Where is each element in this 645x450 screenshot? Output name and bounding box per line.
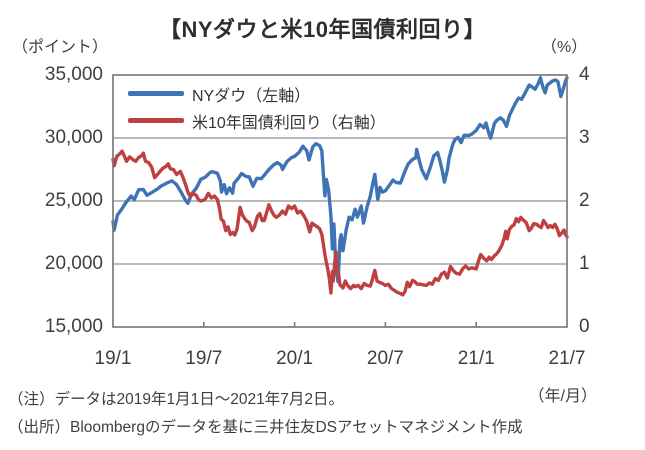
y-left-tick-label: 25,000 xyxy=(44,190,103,211)
source-text: （出所）Bloombergのデータを基に三井住友DSアセットマネジメント作成 xyxy=(8,419,523,436)
y-left-tick-label: 20,000 xyxy=(44,253,103,274)
legend-item: 米10年国債利回り（右軸） xyxy=(128,107,386,134)
chart-canvas xyxy=(111,74,569,328)
x-tick-label: 20/7 xyxy=(366,348,404,369)
y-right-tick-label: 1 xyxy=(579,253,590,274)
x-axis-unit-label: （年/月） xyxy=(528,388,597,405)
legend-label: 米10年国債利回り（右軸） xyxy=(192,114,386,132)
y-right-unit-label: （%） xyxy=(541,39,588,56)
chart-title: 【NYダウと米10年国債利回り】 xyxy=(158,17,487,42)
y-right-tick-label: 0 xyxy=(579,316,590,337)
series-line-yield xyxy=(111,149,569,297)
legend-label: NYダウ（左軸） xyxy=(192,87,311,105)
series-line-dow xyxy=(111,76,569,284)
y-right-tick-label: 2 xyxy=(579,190,590,211)
legend-line-swatch xyxy=(128,118,184,123)
legend-line-swatch xyxy=(128,91,184,96)
x-tick-label: 20/1 xyxy=(276,348,314,369)
y-left-tick-label: 35,000 xyxy=(44,64,103,85)
x-tick-label: 19/1 xyxy=(94,348,132,369)
plot-area xyxy=(111,74,569,328)
x-tick-label: 19/7 xyxy=(185,348,223,369)
y-right-tick-label: 4 xyxy=(579,64,590,85)
chart-legend: NYダウ（左軸） 米10年国債利回り（右軸） xyxy=(128,80,386,134)
y-left-tick-label: 15,000 xyxy=(44,316,103,337)
x-tick-label: 21/1 xyxy=(457,348,495,369)
plot-border xyxy=(112,74,568,328)
note-text: （注）データは2019年1月1日～2021年7月2日。 xyxy=(8,391,344,408)
legend-item: NYダウ（左軸） xyxy=(128,80,386,107)
y-left-unit-label: （ポイント） xyxy=(12,39,109,56)
y-right-tick-label: 3 xyxy=(579,127,590,148)
x-tick-label: 21/7 xyxy=(548,348,586,369)
y-left-tick-label: 30,000 xyxy=(44,127,103,148)
